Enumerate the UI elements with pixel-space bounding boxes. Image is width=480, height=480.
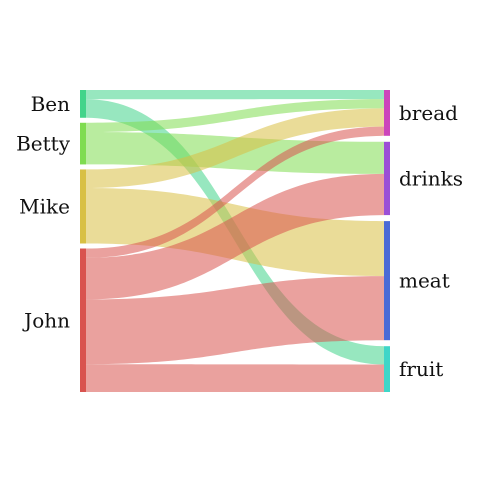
node-drinks bbox=[384, 141, 390, 216]
labels-layer: Ben Betty Mike John bread drinks meat fruit bbox=[16, 92, 463, 381]
node-betty bbox=[80, 122, 86, 165]
flow-john-meat bbox=[86, 276, 384, 365]
flows-layer bbox=[86, 90, 384, 392]
nodes-layer bbox=[80, 90, 390, 392]
flow-john-drinks bbox=[86, 173, 384, 300]
label-drinks: drinks bbox=[399, 166, 463, 190]
flow-john-fruit bbox=[86, 364, 384, 392]
node-ben bbox=[80, 90, 86, 118]
flow-betty-bread bbox=[86, 99, 384, 133]
node-john bbox=[80, 248, 86, 392]
label-betty: Betty bbox=[16, 132, 71, 156]
label-meat: meat bbox=[399, 269, 450, 293]
flow-john-bread bbox=[86, 126, 384, 258]
node-meat bbox=[384, 221, 390, 341]
flow-ben-bread bbox=[86, 90, 384, 100]
node-bread bbox=[384, 90, 390, 136]
label-john: John bbox=[22, 308, 70, 332]
node-mike bbox=[80, 169, 86, 244]
flow-mike-bread bbox=[86, 108, 384, 188]
label-mike: Mike bbox=[19, 194, 70, 218]
label-ben: Ben bbox=[31, 92, 71, 116]
node-fruit bbox=[384, 346, 390, 392]
label-bread: bread bbox=[399, 101, 458, 125]
label-fruit: fruit bbox=[399, 357, 443, 381]
